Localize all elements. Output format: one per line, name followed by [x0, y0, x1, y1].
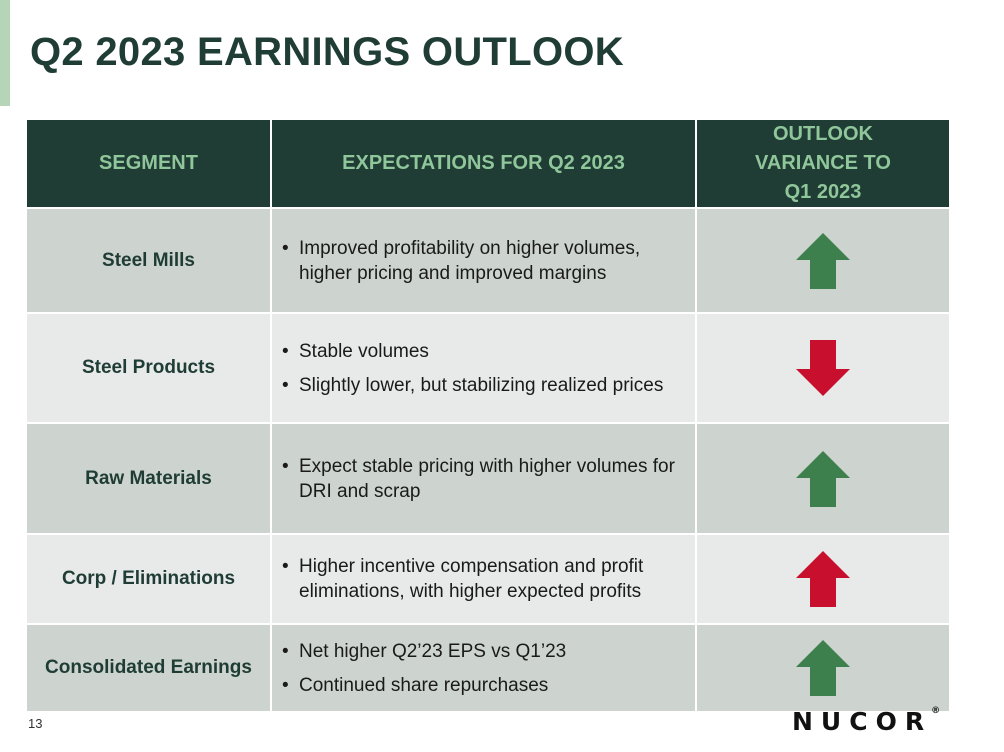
expectations-cell: • Stable volumes • Slightly lower, but sta… [271, 312, 697, 423]
bullet-item: • Improved profitability on higher volume… [282, 237, 641, 284]
bullet-item: • Continued share repurchases [282, 674, 549, 696]
variance-cell [696, 623, 949, 711]
expectations-cell: • Net higher Q2’23 EPS vs Q1’23 • Continue… [271, 623, 697, 711]
bullet-item: • Higher incentive compensation and profi… [282, 556, 644, 602]
outlook-table: SEGMENT EXPECTATIONS FOR Q2 2023 OUTLOOK… [27, 120, 949, 711]
bullet-item: • Stable volumes [282, 340, 429, 362]
bullet-item: • Expect stable pricing with higher volum… [282, 455, 675, 502]
nucor-logo: NUCOR ® [792, 706, 941, 736]
header-variance: OUTLOOK VARIANCE TO Q1 2023 [696, 120, 949, 208]
table-row: Corp / Eliminations • Higher incentive co… [27, 533, 949, 624]
expectations-cell: • Expect stable pricing with higher volum… [271, 422, 697, 534]
arrow-up-icon [796, 551, 850, 607]
header-expectations: EXPECTATIONS FOR Q2 2023 [271, 120, 697, 208]
segment-cell: Steel Products [27, 312, 272, 423]
table-row: Steel Products • Stable volumes • Slightly… [27, 312, 949, 423]
expectations-cell: • Improved profitability on higher volume… [271, 207, 697, 313]
variance-cell [696, 422, 949, 534]
expectations-cell: • Higher incentive compensation and profi… [271, 533, 697, 624]
segment-cell: Steel Mills [27, 207, 272, 313]
variance-cell [696, 207, 949, 313]
bullet-item: • Net higher Q2’23 EPS vs Q1’23 [282, 640, 567, 662]
bullet-item: • Slightly lower, but stabilizing realize… [282, 374, 664, 396]
accent-bar [0, 0, 10, 106]
header-segment: SEGMENT [27, 120, 272, 208]
page-title: Q2 2023 EARNINGS OUTLOOK [30, 30, 624, 74]
page-number: 13 [28, 716, 43, 731]
segment-cell: Raw Materials [27, 422, 272, 534]
arrow-up-icon [796, 232, 850, 289]
arrow-down-icon [796, 340, 850, 396]
segment-cell: Corp / Eliminations [27, 533, 272, 624]
table-row: Consolidated Earnings • Net higher Q2’23 … [27, 623, 949, 711]
variance-cell [696, 312, 949, 423]
segment-cell: Consolidated Earnings [27, 623, 272, 711]
arrow-up-icon [796, 450, 850, 507]
variance-cell [696, 533, 949, 624]
arrow-up-icon [796, 640, 850, 696]
table-row: Raw Materials • Expect stable pricing wit… [27, 422, 949, 534]
table-header-row: SEGMENT EXPECTATIONS FOR Q2 2023 OUTLOOK… [27, 120, 949, 208]
table-row: Steel Mills • Improved profitability on h… [27, 207, 949, 313]
